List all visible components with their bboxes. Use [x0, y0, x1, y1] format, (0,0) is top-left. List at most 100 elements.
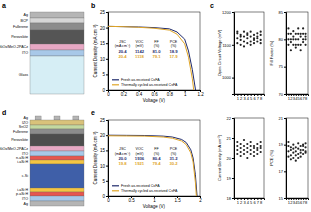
- point: [295, 44, 297, 46]
- chart: 1234567870758085Fill Factor (%): [269, 10, 309, 101]
- layer-label: IZO: [22, 121, 28, 125]
- layer: [30, 30, 84, 44]
- point: [300, 36, 302, 38]
- tick-mark: [106, 74, 108, 75]
- point: [243, 149, 245, 151]
- tick-label: 8: [260, 96, 263, 101]
- axis-line: [106, 121, 109, 197]
- tick-label: 0.4: [136, 92, 143, 97]
- point: [240, 155, 242, 157]
- tick-label: 0.2: [121, 92, 128, 97]
- tick: 1000: [222, 75, 234, 80]
- legend: Fresh as-received CsFAThermally cycled a…: [112, 184, 178, 193]
- layer: [30, 164, 84, 188]
- tick: 0: [102, 194, 108, 199]
- tick: 10: [100, 57, 108, 62]
- point: [290, 33, 292, 35]
- point: [292, 44, 294, 46]
- table: JSC(mA cm⁻²)VOC(mV)FF(%)PCE(%)20.0193680…: [115, 147, 179, 166]
- panel-label: c: [210, 2, 214, 9]
- tick-label: 0: [107, 92, 110, 97]
- tick: 1.5: [174, 196, 181, 203]
- layer-label: SnO2: [19, 125, 28, 129]
- point: [297, 157, 299, 159]
- layer: [54, 116, 60, 120]
- point: [302, 33, 304, 35]
- tick-mark: [284, 145, 286, 146]
- tick-label: 10: [100, 57, 106, 62]
- plot-frame: [234, 12, 264, 94]
- tick-mark: [284, 118, 286, 119]
- point: [253, 151, 255, 153]
- layer-label: Ag: [24, 116, 28, 120]
- point: [243, 40, 245, 42]
- tick-label: 0.6: [151, 92, 158, 97]
- point: [253, 37, 255, 39]
- layer-label: NiOx/MeO-2PACz: [0, 147, 28, 151]
- point: [253, 145, 255, 147]
- tick-label: 15: [279, 196, 284, 201]
- axis: 12345678: [235, 198, 265, 205]
- axis: 0510152025: [100, 118, 109, 199]
- point: [253, 34, 255, 36]
- tick-mark: [284, 94, 286, 95]
- point: [295, 46, 297, 48]
- tick-label: 75: [279, 64, 284, 69]
- tick-label: 5: [102, 179, 105, 184]
- point: [250, 153, 252, 155]
- point: [292, 36, 294, 38]
- tick: 21: [279, 116, 286, 121]
- axis-title: Fill Factor (%): [269, 40, 274, 66]
- point: [292, 30, 294, 32]
- point: [243, 145, 245, 147]
- axis: 00.20.40.60.811.2: [107, 90, 204, 97]
- tick-label: 8: [305, 96, 308, 101]
- table-header: (%): [154, 152, 160, 156]
- point: [297, 142, 299, 144]
- layer: [35, 116, 41, 120]
- tick-label: 1100: [222, 43, 231, 48]
- table: JSC(mA cm⁻²)VOC(mV)FF(%)PCE(%)20.4114281…: [115, 40, 179, 59]
- axis-line: [232, 119, 235, 199]
- table-header: (mV): [136, 152, 144, 156]
- tick-mark: [106, 166, 108, 167]
- point: [295, 160, 297, 162]
- layer: [30, 192, 84, 196]
- tick-label: 0: [107, 198, 110, 203]
- axis: 1819202122: [227, 116, 235, 201]
- axis-title: Current Density (mA cm⁻²): [93, 24, 98, 77]
- tick: 0.2: [121, 90, 128, 97]
- line: [108, 135, 197, 196]
- tick: 70: [279, 92, 286, 97]
- tick-label: 8: [305, 200, 308, 205]
- point: [292, 38, 294, 40]
- tick-label: 22: [227, 116, 232, 121]
- tick: 8: [260, 198, 263, 205]
- tick-label: 5: [102, 72, 105, 77]
- point: [246, 34, 248, 36]
- point: [297, 33, 299, 35]
- tick: 85: [279, 10, 286, 15]
- table-header: (mA cm⁻²): [115, 44, 131, 48]
- layer: [30, 188, 84, 192]
- point: [287, 33, 289, 35]
- point: [253, 147, 255, 149]
- tick-label: 0: [102, 88, 105, 93]
- layer: [30, 18, 84, 23]
- panel-label: e: [91, 109, 95, 116]
- point: [292, 152, 294, 154]
- axis-line: [284, 13, 287, 95]
- legend-label: Thermally cycled as-received CsFA: [121, 83, 178, 87]
- axis: 12345678: [235, 94, 265, 101]
- point: [295, 146, 297, 148]
- point: [246, 147, 248, 149]
- point: [256, 149, 258, 151]
- point: [246, 151, 248, 153]
- point: [256, 147, 258, 149]
- point: [297, 153, 299, 155]
- point: [246, 42, 248, 44]
- marks: [236, 139, 262, 159]
- table-cell: 30.2: [169, 161, 178, 166]
- tick: 5: [102, 72, 108, 77]
- tick-label: 0.8: [167, 92, 174, 97]
